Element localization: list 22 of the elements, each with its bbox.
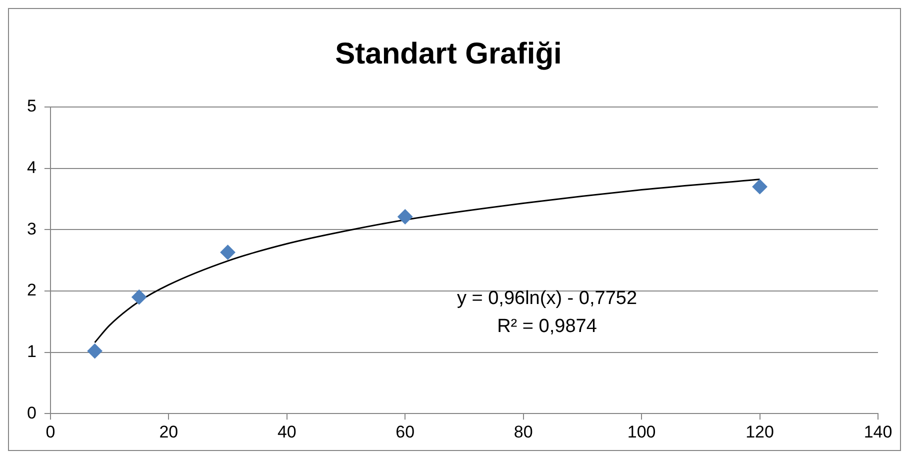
point: [132, 290, 147, 305]
y-tick-label: 4: [26, 158, 36, 178]
point: [398, 209, 413, 224]
x-tick-label: 40: [277, 422, 296, 442]
x-tick-label: 100: [627, 422, 656, 442]
x-tick-label: 80: [514, 422, 533, 442]
y-tick-label: 5: [26, 96, 36, 116]
y-tick-label: 0: [26, 403, 36, 422]
x-tick-label: 20: [159, 422, 178, 442]
x-tick-label: 120: [746, 422, 774, 442]
annotation: R² = 0,9874: [497, 316, 598, 337]
annotation: y = 0,96ln(x) - 0,7752: [456, 288, 638, 309]
point: [87, 344, 102, 359]
point: [220, 244, 236, 260]
point: [752, 179, 768, 194]
chart-title: Standart Grafiği: [335, 37, 562, 70]
x-tick-label: 140: [864, 422, 892, 442]
y-tick-label: 2: [26, 280, 36, 300]
y-tick-label: 1: [26, 342, 36, 361]
y-tick-label: 3: [26, 219, 36, 238]
x-tick-label: 60: [396, 422, 415, 442]
x-tick-label: 0: [46, 422, 56, 442]
